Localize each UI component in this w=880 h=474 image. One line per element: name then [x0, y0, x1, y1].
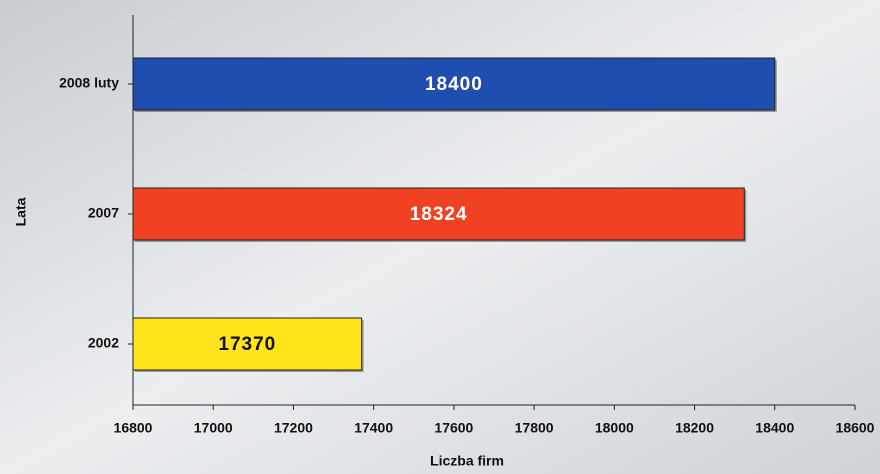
x-tick-label: 17400	[354, 420, 393, 436]
x-tick-label: 18200	[675, 420, 714, 436]
x-tick-label: 18000	[595, 420, 634, 436]
x-tick-label: 17600	[434, 420, 473, 436]
x-tick-label: 17000	[194, 420, 233, 436]
data-label: 17370	[218, 334, 276, 355]
y-tick-label: 2002	[88, 335, 119, 351]
y-axis-label: Lata	[13, 197, 29, 226]
y-tick-label: 2008 luty	[59, 75, 119, 91]
x-tick-label: 17200	[274, 420, 313, 436]
y-tick-label: 2007	[88, 205, 119, 221]
x-tick-label: 16800	[114, 420, 153, 436]
data-label: 18400	[425, 74, 483, 95]
x-tick-label: 18600	[836, 420, 875, 436]
x-tick-label: 18400	[755, 420, 794, 436]
x-tick-label: 17800	[515, 420, 554, 436]
bar	[132, 317, 363, 371]
x-axis-label: Liczba firm	[430, 453, 504, 469]
bar	[132, 187, 745, 241]
bar	[132, 57, 776, 111]
data-label: 18324	[410, 204, 468, 225]
